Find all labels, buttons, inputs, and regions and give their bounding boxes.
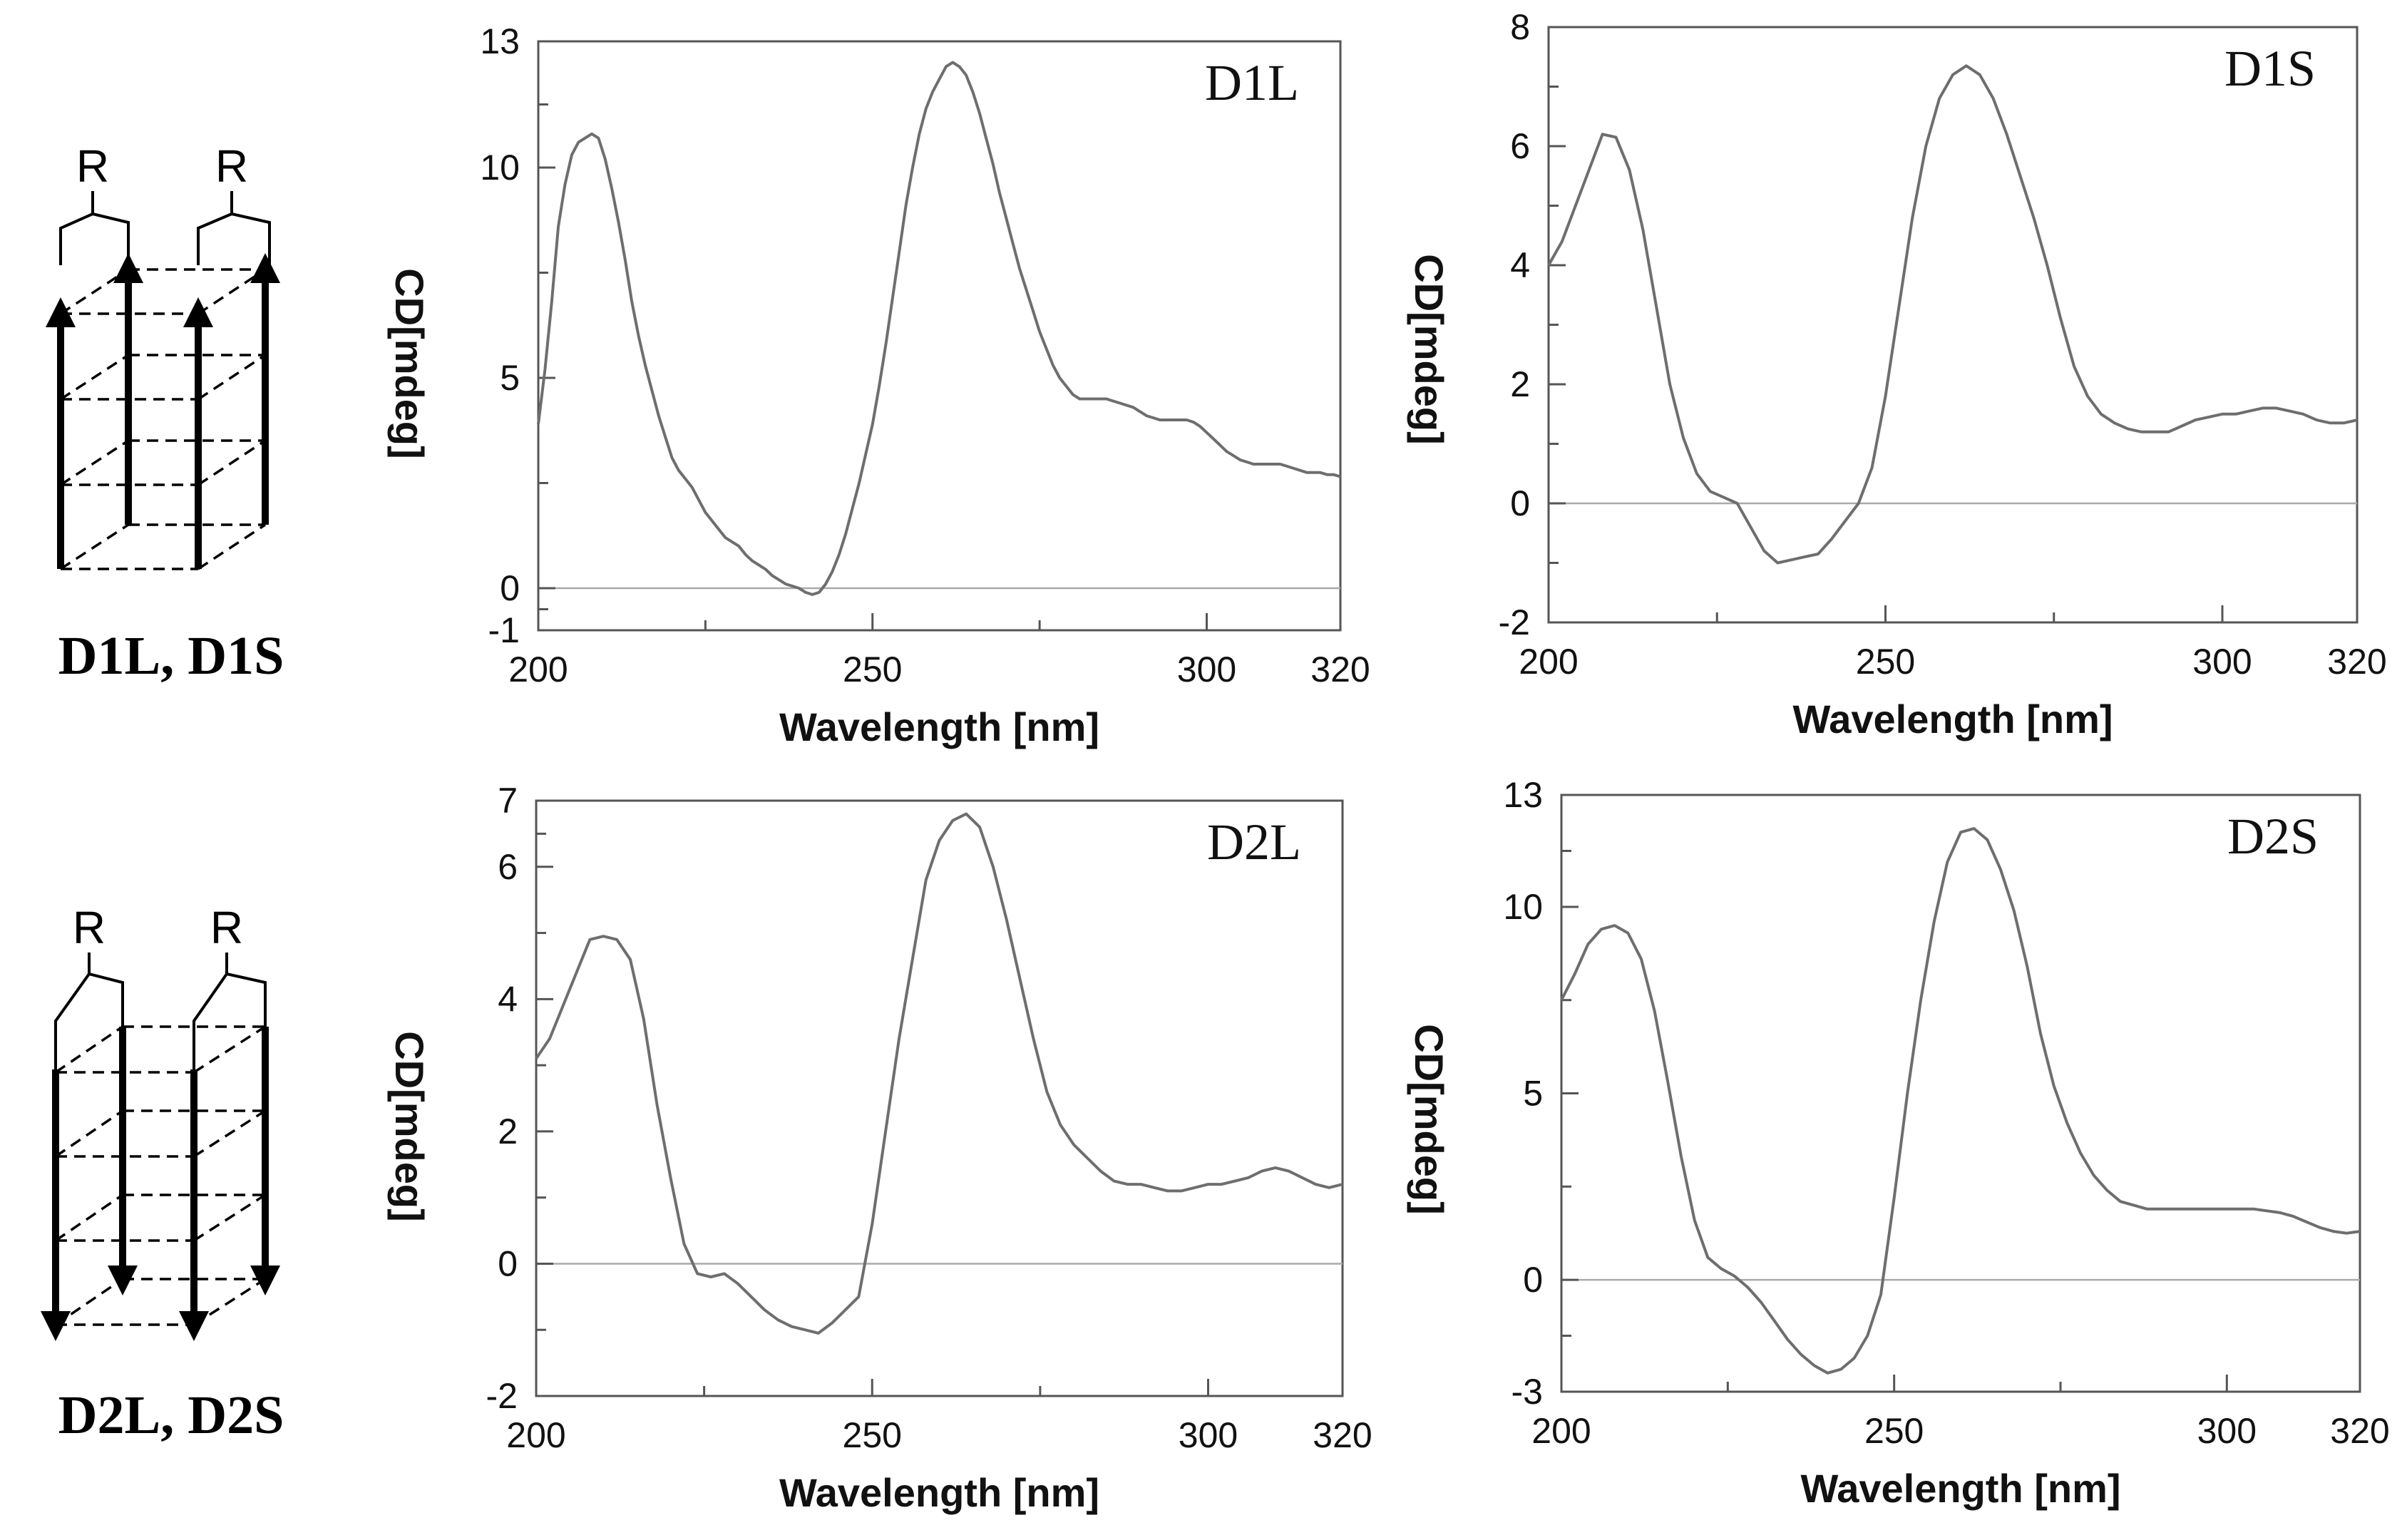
linker-1 — [59, 191, 130, 265]
y-tick-label: -1 — [488, 610, 520, 650]
y-axis-label: CD[mdeg] — [387, 268, 432, 459]
y-tick-label: 0 — [1510, 483, 1530, 523]
y-tick-label: -3 — [1512, 1372, 1543, 1412]
x-tick-label: 250 — [843, 1415, 902, 1455]
strand-arrows-down — [41, 1027, 280, 1341]
y-tick-label: 0 — [1523, 1260, 1543, 1300]
r-label-4: R — [210, 902, 243, 953]
y-tick-label: 13 — [1503, 775, 1543, 815]
r-label-1: R — [76, 140, 109, 192]
x-tick-label: 250 — [843, 650, 902, 689]
scheme-bottom-label: D2L, D2S — [58, 1385, 284, 1445]
y-tick-label: 13 — [480, 21, 520, 61]
y-tick-label: 0 — [500, 568, 520, 608]
y-tick-label: 6 — [498, 847, 518, 887]
plot-frame — [537, 40, 1342, 632]
panel-title: D1S — [2224, 40, 2316, 97]
y-tick-label: 4 — [1510, 245, 1530, 285]
series-line-d1s — [1547, 64, 2358, 565]
dashed-box — [60, 268, 266, 570]
linker-4 — [193, 953, 267, 1069]
x-axis-label: Wavelength [nm] — [1800, 1466, 2120, 1511]
x-tick-label: 320 — [2330, 1411, 2389, 1451]
x-tick-label: 320 — [1313, 1415, 1372, 1455]
series-line-d2s — [1560, 827, 2361, 1375]
series-line-d2l — [535, 812, 1343, 1335]
plot-frame — [1560, 794, 2361, 1393]
x-axis-label: Wavelength [nm] — [1792, 697, 2113, 741]
linker-3 — [54, 953, 124, 1069]
y-tick-label: 10 — [1503, 887, 1543, 927]
y-tick-label: 2 — [1510, 364, 1530, 404]
scheme-parallel-strands: R R D1L, D1S — [46, 140, 284, 686]
y-tick-label: 5 — [500, 358, 520, 398]
y-tick-label: 10 — [480, 148, 520, 188]
chart-panel-d1s: 200 250 300 320 -2 0 2 4 6 8 Wavelength [nm] CD[mde… — [1407, 7, 2387, 741]
x-tick-label: 300 — [2197, 1411, 2257, 1451]
x-tick-label: 320 — [2327, 642, 2386, 682]
x-tick-label: 300 — [2192, 642, 2252, 682]
y-tick-label: 8 — [1510, 7, 1530, 47]
y-tick-label: -2 — [1499, 602, 1530, 642]
x-tick-label: 250 — [1864, 1411, 1924, 1451]
panel-title: D1L — [1205, 54, 1299, 111]
y-axis-label: CD[mdeg] — [1407, 254, 1452, 445]
y-tick-label: 7 — [498, 781, 518, 821]
panel-title: D2L — [1207, 813, 1301, 871]
x-tick-label: 320 — [1310, 650, 1370, 689]
x-tick-label: 300 — [1177, 650, 1236, 689]
x-tick-label: 200 — [508, 650, 568, 689]
scheme-top-label: D1L, D1S — [58, 626, 284, 686]
scheme-antiparallel-strands: R R D2L, D2S — [41, 902, 284, 1445]
x-tick-label: 200 — [1531, 1411, 1591, 1451]
x-tick-label: 200 — [506, 1415, 565, 1455]
y-axis-label: CD[mdeg] — [1407, 1024, 1452, 1215]
chart-panel-d2s: 200 250 300 320 -3 0 5 10 13 Wavelength [nm] CD[md… — [1407, 775, 2390, 1511]
y-tick-label: -2 — [486, 1376, 518, 1416]
chart-panel-d2l: 200 250 300 320 -2 0 2 4 6 7 Wavelength [nm] CD[mde… — [387, 781, 1372, 1515]
strand-arrows-up — [46, 253, 280, 569]
r-label-2: R — [215, 140, 248, 192]
dashed-box-2 — [55, 1025, 266, 1326]
y-tick-label: 2 — [498, 1112, 518, 1151]
x-axis-label: Wavelength [nm] — [779, 704, 1099, 749]
y-tick-label: 5 — [1523, 1074, 1543, 1114]
plot-frame — [535, 799, 1344, 1397]
plot-frame — [1547, 26, 2359, 624]
y-tick-label: 4 — [498, 979, 518, 1019]
linker-2 — [197, 191, 271, 265]
x-axis-label: Wavelength [nm] — [779, 1470, 1099, 1515]
y-tick-label: 6 — [1510, 126, 1530, 166]
x-tick-label: 200 — [1519, 642, 1578, 682]
series-line-d1l — [537, 61, 1341, 596]
x-tick-label: 250 — [1856, 642, 1915, 682]
panel-title: D2S — [2227, 808, 2319, 865]
chart-panel-d1l: 200 250 300 320 -10 5 10 13 Wavelength [nm] CD[md… — [387, 21, 1370, 749]
r-label-3: R — [73, 902, 106, 953]
y-axis-label: CD[mdeg] — [387, 1031, 432, 1222]
y-tick-label: 0 — [498, 1243, 518, 1283]
x-tick-label: 300 — [1179, 1415, 1238, 1455]
